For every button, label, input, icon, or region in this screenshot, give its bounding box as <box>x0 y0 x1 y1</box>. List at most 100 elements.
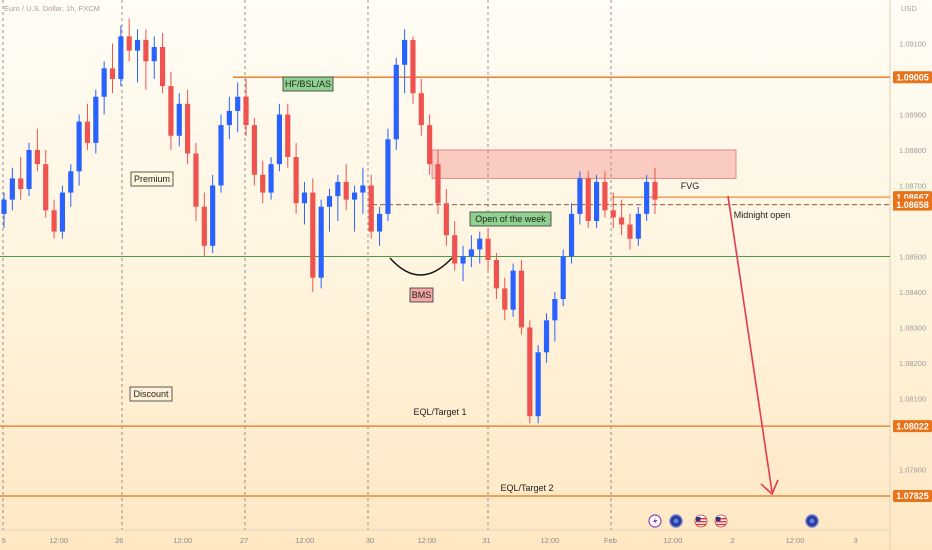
candle <box>210 174 216 253</box>
candle-body <box>293 157 299 204</box>
time-tick-label: 12:00 <box>786 536 805 545</box>
candle-body <box>619 217 625 225</box>
candle <box>1 192 7 229</box>
us-flag-icon[interactable] <box>694 514 708 528</box>
candle <box>185 89 191 165</box>
candle-body <box>376 213 383 232</box>
time-tick-label: 30 <box>366 536 374 545</box>
us-flag-stripe <box>696 521 706 523</box>
candle <box>101 61 107 115</box>
open-of-week-label-box <box>469 211 552 227</box>
candle-body <box>418 93 424 126</box>
us-flag-stripe <box>716 523 726 526</box>
candle-body <box>34 149 40 165</box>
candle-body <box>427 125 433 165</box>
time-tick-label: Feb <box>604 536 617 545</box>
candle <box>218 114 224 193</box>
candle <box>176 93 182 147</box>
fvg-zone <box>431 149 737 179</box>
lightning-icon-bolt <box>653 517 658 525</box>
candle <box>159 32 166 94</box>
candle-body <box>493 260 500 289</box>
candle-body <box>410 39 416 94</box>
candle <box>34 128 40 172</box>
time-axis[interactable]: 5 12:00 26 12:00 27 12:00 30 12:00 31 12:00 Feb 12:… <box>2 536 858 545</box>
globe-icon[interactable] <box>805 514 819 528</box>
chart-title: Euro / U.S. Dollar, 1h, FXCM <box>4 4 100 13</box>
candle <box>518 260 525 335</box>
price-tag: 1.07825 <box>893 490 932 503</box>
price-tick-label: 1.08100 <box>899 394 926 403</box>
candle-body <box>201 206 207 246</box>
lightning-icon[interactable] <box>648 514 662 528</box>
candle <box>43 149 49 218</box>
candle-body <box>93 96 99 143</box>
candle-body <box>568 213 575 257</box>
candle <box>301 181 308 225</box>
candle <box>293 142 299 214</box>
candle-body <box>251 125 257 175</box>
globe-icon-core <box>809 518 815 524</box>
us-flag-stripe <box>696 523 706 526</box>
price-axis[interactable]: 1.091001.090001.089001.088001.087001.085… <box>893 39 932 503</box>
candle <box>326 189 333 232</box>
candle <box>193 142 199 221</box>
eql-target-1-label: EQL/Target 1 <box>413 407 466 417</box>
discount-label-label: Discount <box>133 389 169 399</box>
candle-body <box>268 164 274 193</box>
candle-body <box>109 68 116 79</box>
candle <box>552 291 558 342</box>
price-tag-label: 1.08667 <box>896 192 929 202</box>
candle-body <box>502 288 508 310</box>
candle-body <box>527 327 533 417</box>
globe-icon[interactable] <box>669 514 683 528</box>
candle <box>452 220 458 271</box>
candle-body <box>351 192 358 200</box>
candle-body <box>260 174 266 193</box>
candle <box>635 206 641 246</box>
time-tick-label: 31 <box>482 536 490 545</box>
candle-body <box>176 103 182 136</box>
candle <box>502 277 508 321</box>
candle-body <box>43 164 49 211</box>
candle <box>76 114 82 186</box>
candle <box>235 82 241 133</box>
candle <box>134 29 141 83</box>
time-tick-label: 3 <box>853 536 857 545</box>
candle-body <box>276 114 283 165</box>
candle-body <box>59 192 66 232</box>
candle <box>143 29 149 90</box>
candle-body <box>518 270 525 328</box>
price-tag-box <box>893 198 932 211</box>
time-tick-label: 27 <box>240 536 248 545</box>
candle-body <box>477 238 483 250</box>
candle <box>627 213 633 250</box>
candle <box>9 167 15 211</box>
candle-body <box>610 210 616 218</box>
candle-body <box>193 153 199 207</box>
us-flag-canton <box>716 517 721 521</box>
candle <box>427 114 433 175</box>
candle-body <box>635 213 641 239</box>
candle <box>151 36 157 79</box>
event-icons[interactable] <box>648 514 819 528</box>
price-tag-label: 1.08022 <box>896 421 929 431</box>
candle <box>510 263 516 317</box>
us-flag-canton <box>696 517 701 521</box>
candle-body <box>543 320 550 353</box>
candle-body <box>460 256 466 264</box>
candle-body <box>68 171 74 193</box>
session-separators <box>0 0 891 550</box>
us-flag-stripe <box>716 521 726 523</box>
candle-body <box>510 270 516 310</box>
candle-body <box>644 181 650 214</box>
price-tick-label: 1.08400 <box>899 288 926 297</box>
us-flag-icon[interactable] <box>714 514 728 528</box>
time-tick-label: 26 <box>115 536 123 545</box>
price-tick-label: 1.08200 <box>899 359 926 368</box>
candle <box>51 199 57 239</box>
candle <box>493 252 500 300</box>
candle <box>360 167 366 214</box>
